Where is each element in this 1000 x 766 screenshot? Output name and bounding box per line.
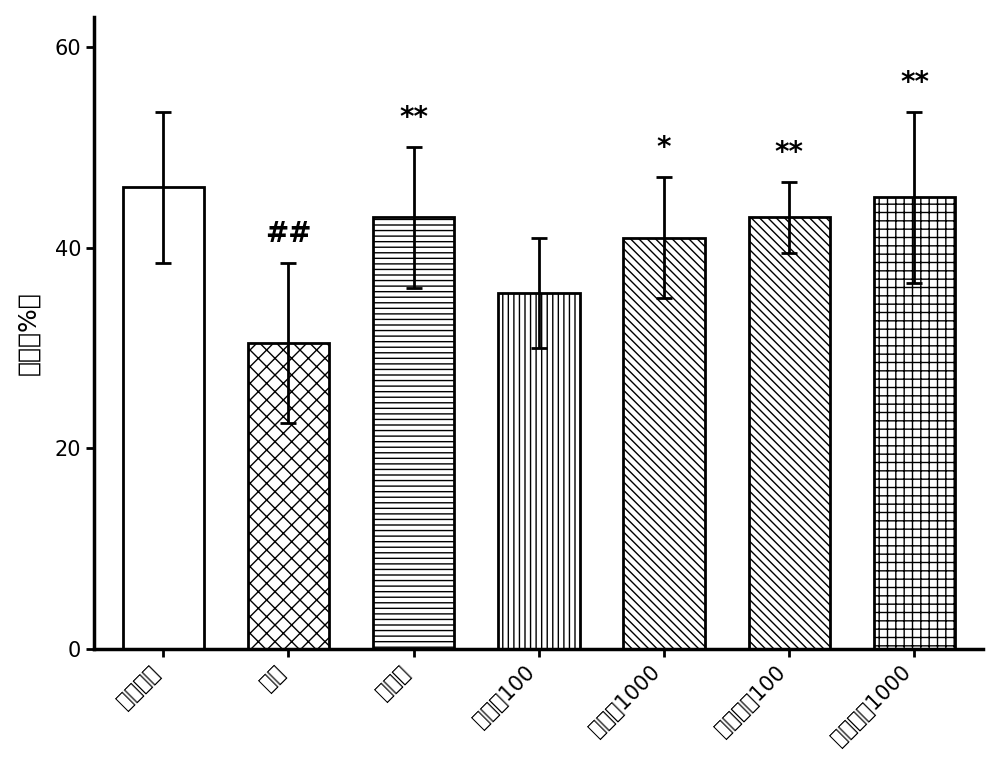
Bar: [623, 237, 705, 649]
Text: ##: ##: [265, 220, 312, 247]
Bar: [498, 293, 580, 649]
Bar: [874, 198, 955, 649]
Text: *: *: [657, 134, 671, 162]
Bar: [373, 218, 454, 649]
Bar: [749, 218, 830, 649]
Y-axis label: 距离（%）: 距离（%）: [17, 291, 41, 375]
Bar: [248, 343, 329, 649]
Text: **: **: [775, 139, 804, 167]
Text: **: **: [900, 69, 929, 97]
Text: **: **: [399, 104, 428, 132]
Bar: [123, 188, 204, 649]
